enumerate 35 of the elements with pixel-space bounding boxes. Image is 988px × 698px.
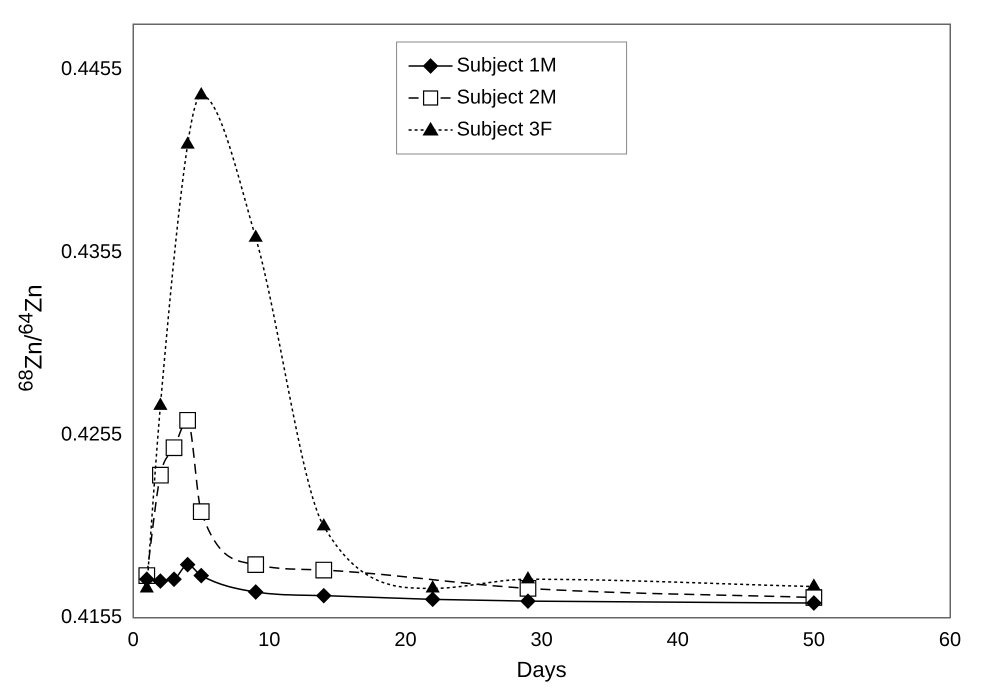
point xyxy=(315,562,332,578)
point xyxy=(139,572,154,587)
point xyxy=(248,584,264,600)
point xyxy=(166,572,182,587)
x-tick-label: 10 xyxy=(258,629,280,652)
y-tick-label: 0.4455 xyxy=(61,58,122,80)
legend-label: Subject 3F xyxy=(456,118,552,141)
point xyxy=(425,592,440,607)
point xyxy=(249,230,262,242)
point xyxy=(194,568,209,584)
x-tick-label: 0 xyxy=(128,629,139,652)
x-tick-label: 60 xyxy=(938,629,962,652)
point xyxy=(179,412,196,429)
point xyxy=(152,573,168,589)
y-tick-label: 0.4355 xyxy=(61,240,122,263)
x-tick-label: 30 xyxy=(530,629,553,652)
x-tick-label: 50 xyxy=(802,629,825,652)
point xyxy=(316,588,332,604)
point xyxy=(152,466,169,484)
point xyxy=(194,88,208,100)
legend-label: Subject 2M xyxy=(456,86,557,109)
point xyxy=(247,556,264,574)
point xyxy=(154,398,168,410)
legend-label: Subject 1M xyxy=(456,54,557,77)
x-tick-label: 40 xyxy=(666,629,689,652)
y-tick-label: 0.4255 xyxy=(61,423,122,446)
point xyxy=(192,503,210,520)
point xyxy=(180,557,196,572)
point xyxy=(166,439,182,456)
point xyxy=(180,136,194,149)
x-axis-title: Days xyxy=(516,656,567,682)
point xyxy=(520,594,536,609)
point xyxy=(806,595,822,611)
y-tick-label: 0.4155 xyxy=(61,606,122,628)
x-tick-label: 20 xyxy=(394,629,417,652)
